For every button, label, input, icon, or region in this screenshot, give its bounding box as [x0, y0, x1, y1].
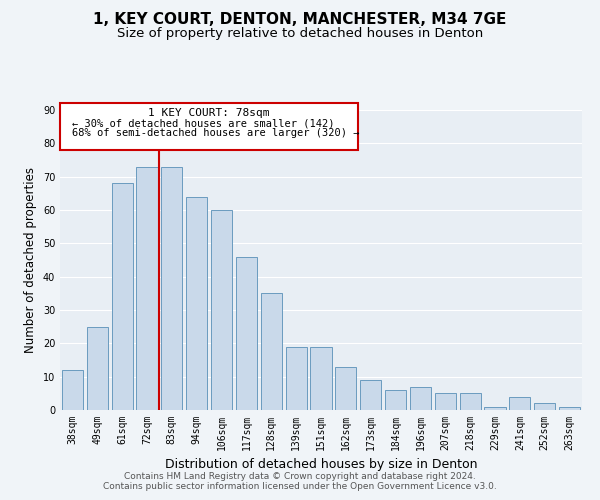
X-axis label: Distribution of detached houses by size in Denton: Distribution of detached houses by size …: [165, 458, 477, 471]
Bar: [62, 370, 83, 410]
Bar: [236, 256, 257, 410]
Bar: [112, 184, 133, 410]
Text: 1 KEY COURT: 78sqm: 1 KEY COURT: 78sqm: [148, 108, 270, 118]
Bar: [136, 166, 158, 410]
Text: Size of property relative to detached houses in Denton: Size of property relative to detached ho…: [117, 28, 483, 40]
Bar: [509, 396, 530, 410]
Y-axis label: Number of detached properties: Number of detached properties: [24, 167, 37, 353]
Bar: [410, 386, 431, 410]
Bar: [310, 346, 332, 410]
Bar: [335, 366, 356, 410]
Bar: [559, 406, 580, 410]
Bar: [460, 394, 481, 410]
Text: 68% of semi-detached houses are larger (320) →: 68% of semi-detached houses are larger (…: [73, 128, 360, 138]
Bar: [435, 394, 456, 410]
Text: ← 30% of detached houses are smaller (142): ← 30% of detached houses are smaller (14…: [73, 118, 335, 128]
Bar: [161, 166, 182, 410]
Bar: [534, 404, 555, 410]
Bar: [211, 210, 232, 410]
Text: Contains HM Land Registry data © Crown copyright and database right 2024.: Contains HM Land Registry data © Crown c…: [124, 472, 476, 481]
Bar: [60, 104, 358, 150]
Bar: [360, 380, 381, 410]
Bar: [261, 294, 282, 410]
Bar: [87, 326, 108, 410]
Text: 1, KEY COURT, DENTON, MANCHESTER, M34 7GE: 1, KEY COURT, DENTON, MANCHESTER, M34 7G…: [94, 12, 506, 28]
Bar: [484, 406, 506, 410]
Bar: [186, 196, 207, 410]
Bar: [286, 346, 307, 410]
Text: Contains public sector information licensed under the Open Government Licence v3: Contains public sector information licen…: [103, 482, 497, 491]
Bar: [385, 390, 406, 410]
